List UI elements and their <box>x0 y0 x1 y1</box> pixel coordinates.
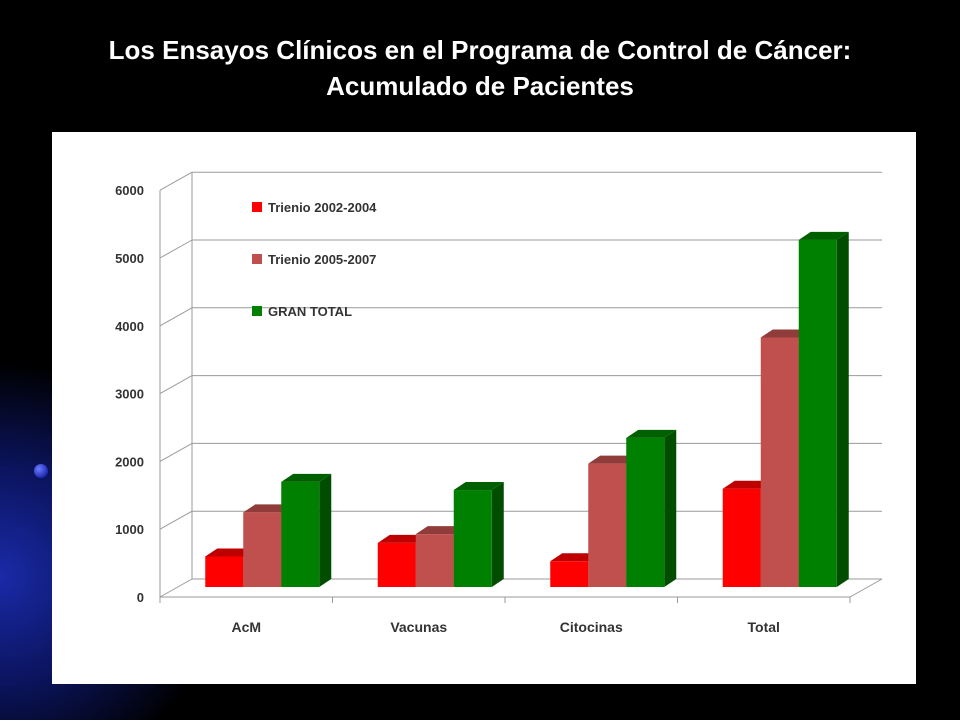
title-line-1: Los Ensayos Clínicos en el Programa de C… <box>108 35 852 65</box>
bar <box>722 488 761 587</box>
bar-top <box>798 231 849 240</box>
bar-top <box>550 553 601 562</box>
bar <box>588 463 627 587</box>
side-gridline <box>159 239 193 259</box>
bar <box>453 490 492 587</box>
bar <box>550 561 589 587</box>
bar <box>281 481 320 587</box>
floor-edge <box>849 578 883 598</box>
side-gridline <box>159 510 193 530</box>
x-tick-label: AcM <box>231 619 261 635</box>
bar-top <box>722 480 773 489</box>
bullet-dot-icon <box>34 464 48 478</box>
legend-swatch <box>252 306 262 316</box>
bar-chart: 0 1000 2000 3000 4000 5000 6000 AcM Vacunas Citoc… <box>115 171 883 635</box>
title-line-2: Acumulado de Pacientes <box>326 71 634 101</box>
slide-title: Los Ensayos Clínicos en el Programa de C… <box>0 32 960 104</box>
bar <box>243 512 282 587</box>
bar-top <box>626 429 677 438</box>
x-tick-label: Vacunas <box>390 619 447 635</box>
side-gridline <box>159 171 193 191</box>
bar-side <box>836 231 849 587</box>
bar-side <box>664 429 677 587</box>
legend-swatch <box>252 202 262 212</box>
bar-top <box>377 534 428 543</box>
y-tick-label: 5000 <box>115 251 144 266</box>
bar <box>626 437 665 587</box>
y-tick-label: 6000 <box>115 183 144 198</box>
legend-label: Trienio 2002-2004 <box>268 200 377 215</box>
bar <box>415 534 454 587</box>
side-gridline <box>159 578 193 598</box>
chart-panel: 0 1000 2000 3000 4000 5000 6000 AcM Vacunas Citoc… <box>52 132 916 684</box>
y-tick-label: 2000 <box>115 454 144 469</box>
bar-top <box>243 504 294 513</box>
bar-top <box>205 548 256 557</box>
x-tick-label: Citocinas <box>560 619 623 635</box>
bar <box>205 556 244 587</box>
legend-label: GRAN TOTAL <box>268 304 352 319</box>
x-tick-label: Total <box>748 619 780 635</box>
bar-top <box>415 526 466 535</box>
y-tick-label: 3000 <box>115 387 144 402</box>
side-gridline <box>159 307 193 327</box>
y-tick-label: 1000 <box>115 522 144 537</box>
y-tick-label: 4000 <box>115 319 144 334</box>
y-tick-label: 0 <box>137 590 144 605</box>
bar <box>760 337 799 587</box>
side-gridline <box>159 442 193 462</box>
bar <box>798 239 837 587</box>
bar-side <box>319 473 332 587</box>
legend-label: Trienio 2005-2007 <box>268 252 376 267</box>
bar <box>377 542 416 587</box>
legend-swatch <box>252 254 262 264</box>
bar-top <box>281 473 332 482</box>
bar-top <box>760 329 811 338</box>
side-gridline <box>159 375 193 395</box>
bar-top <box>588 455 639 464</box>
bar-side <box>491 482 504 587</box>
bar-top <box>453 482 504 491</box>
